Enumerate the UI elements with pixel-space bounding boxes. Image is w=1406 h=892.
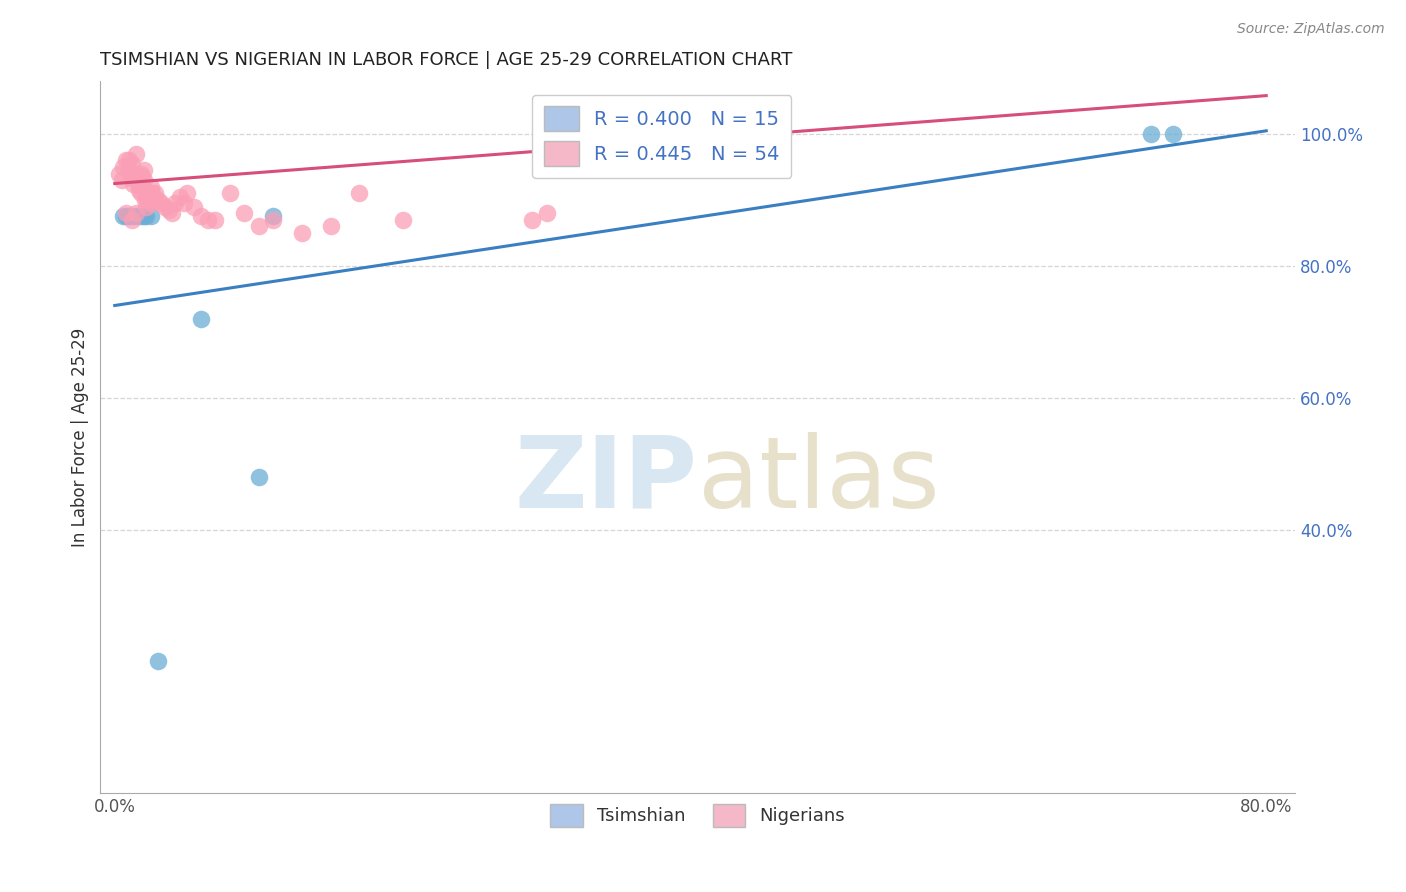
Point	[262, 210, 284, 224]
Point	[135, 200, 157, 214]
Point	[139, 179, 162, 194]
Point	[134, 193, 156, 207]
Point	[125, 146, 148, 161]
Point	[118, 210, 141, 224]
Point	[111, 173, 134, 187]
Point	[129, 186, 152, 201]
Point	[233, 206, 256, 220]
Point	[122, 169, 145, 184]
Point	[135, 210, 157, 224]
Point	[129, 210, 152, 224]
Point	[247, 470, 270, 484]
Point	[125, 210, 148, 224]
Point	[143, 186, 166, 201]
Point	[128, 183, 150, 197]
Point	[121, 157, 143, 171]
Point	[520, 212, 543, 227]
Point	[149, 196, 172, 211]
Text: ZIP: ZIP	[515, 432, 697, 529]
Point	[135, 190, 157, 204]
Point	[118, 153, 141, 168]
Point	[115, 210, 138, 224]
Point	[176, 186, 198, 201]
Point	[122, 177, 145, 191]
Point	[169, 190, 191, 204]
Text: atlas: atlas	[697, 432, 939, 529]
Point	[190, 311, 212, 326]
Point	[131, 179, 153, 194]
Point	[204, 212, 226, 227]
Point	[121, 210, 143, 224]
Point	[190, 210, 212, 224]
Text: Source: ZipAtlas.com: Source: ZipAtlas.com	[1237, 22, 1385, 37]
Legend: Tsimshian, Nigerians: Tsimshian, Nigerians	[543, 797, 852, 834]
Point	[127, 177, 149, 191]
Point	[391, 212, 413, 227]
Point	[247, 219, 270, 234]
Point	[127, 173, 149, 187]
Point	[121, 212, 143, 227]
Point	[219, 186, 242, 201]
Point	[136, 193, 159, 207]
Point	[291, 226, 314, 240]
Point	[349, 186, 371, 201]
Point	[1161, 127, 1184, 141]
Point	[132, 210, 155, 224]
Point	[262, 212, 284, 227]
Point	[139, 196, 162, 211]
Point	[141, 186, 163, 201]
Point	[197, 212, 219, 227]
Point	[173, 196, 195, 211]
Point	[132, 173, 155, 187]
Point	[115, 206, 138, 220]
Point	[108, 167, 131, 181]
Point	[112, 210, 135, 224]
Point	[132, 163, 155, 178]
Point	[153, 200, 176, 214]
Point	[120, 169, 142, 184]
Point	[162, 206, 184, 220]
Point	[146, 655, 169, 669]
Point	[129, 167, 152, 181]
Point	[112, 160, 135, 174]
Text: TSIMSHIAN VS NIGERIAN IN LABOR FORCE | AGE 25-29 CORRELATION CHART: TSIMSHIAN VS NIGERIAN IN LABOR FORCE | A…	[100, 51, 793, 69]
Point	[118, 163, 141, 178]
Point	[146, 193, 169, 207]
Point	[165, 196, 187, 211]
Point	[131, 169, 153, 184]
Point	[159, 202, 181, 217]
Point	[319, 219, 342, 234]
Point	[1140, 127, 1163, 141]
Point	[536, 206, 558, 220]
Y-axis label: In Labor Force | Age 25-29: In Labor Force | Age 25-29	[72, 327, 89, 547]
Point	[115, 153, 138, 168]
Point	[139, 210, 162, 224]
Point	[183, 200, 205, 214]
Point	[125, 206, 148, 220]
